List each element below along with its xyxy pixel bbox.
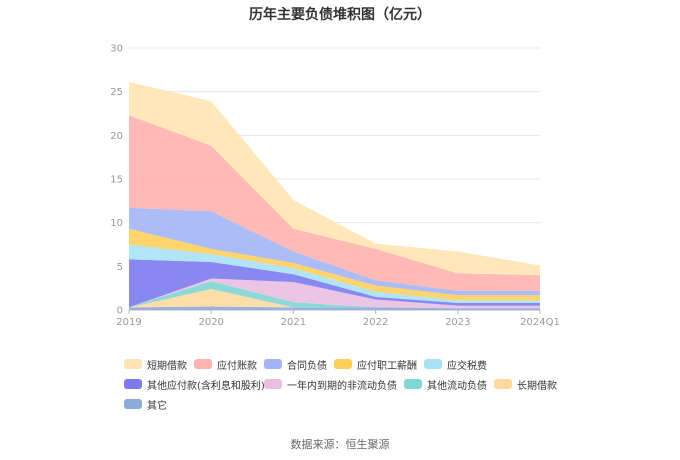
legend-swatch — [334, 359, 352, 369]
legend-swatch — [424, 359, 442, 369]
legend-label: 长期借款 — [517, 380, 557, 392]
legend-label: 合同负债 — [287, 360, 327, 372]
legend-swatch — [494, 379, 512, 389]
legend-item[interactable]: 短期借款 — [124, 356, 187, 372]
data-source: 数据来源：恒生聚源 — [290, 438, 390, 451]
legend-item[interactable]: 其他流动负债 — [404, 376, 487, 392]
legend-label: 短期借款 — [147, 360, 187, 372]
axes: 0 5 10 15 20 25 30 2019 2020 2021 2022 2023 2024Q1 — [110, 44, 560, 329]
legend-label: 其它 — [147, 400, 167, 412]
y-tick-label: 15 — [110, 175, 123, 186]
legend-swatch — [124, 399, 142, 409]
area-series-1 — [129, 289, 540, 309]
legend-item[interactable]: 其它 — [124, 396, 167, 412]
legend-label: 应付账款 — [217, 360, 257, 372]
x-tick-label: 2023 — [445, 317, 470, 328]
legend-label: 其他应付款(含利息和股利) — [147, 380, 265, 392]
legend-swatch — [404, 379, 422, 389]
legend-label: 应付职工薪酬 — [357, 360, 417, 372]
area-series-4 — [129, 259, 540, 308]
y-tick-label: 5 — [117, 262, 123, 273]
legend-swatch — [194, 359, 212, 369]
area-series-0 — [129, 306, 540, 310]
y-tick-label: 0 — [117, 306, 123, 317]
legend-swatch — [124, 359, 142, 369]
x-tick-label: 2024Q1 — [520, 317, 560, 328]
y-tick-label: 20 — [110, 131, 123, 142]
x-tick-label: 2022 — [363, 317, 388, 328]
x-tick-label: 2019 — [116, 317, 141, 328]
area-series-8 — [129, 115, 540, 291]
area-series-9 — [129, 82, 540, 276]
legend-item[interactable]: 一年内到期的非流动负债 — [264, 376, 397, 392]
legend-swatch — [264, 379, 282, 389]
legend-item[interactable]: 其他应付款(含利息和股利) — [124, 376, 265, 392]
x-tick-label: 2020 — [198, 317, 223, 328]
area-series — [129, 82, 540, 310]
legend-item[interactable]: 应付账款 — [194, 356, 257, 372]
area-series-3 — [129, 278, 540, 309]
legend-label: 一年内到期的非流动负债 — [287, 380, 397, 392]
area-series-7 — [129, 207, 540, 296]
chart-title: 历年主要负债堆积图（亿元） — [249, 7, 431, 23]
legend-label: 应交税费 — [447, 360, 487, 372]
y-tick-label: 25 — [110, 87, 123, 98]
y-tick-label: 10 — [110, 218, 123, 229]
legend-item[interactable]: 应付职工薪酬 — [334, 356, 417, 372]
y-tick-label: 30 — [110, 44, 123, 55]
legend-item[interactable]: 长期借款 — [494, 376, 557, 392]
legend-swatch — [124, 379, 142, 389]
legend-swatch — [264, 359, 282, 369]
legend-item[interactable]: 合同负债 — [264, 356, 327, 372]
x-tick-label: 2021 — [281, 317, 306, 328]
area-series-2 — [129, 281, 540, 309]
legend-label: 其他流动负债 — [427, 380, 487, 392]
area-series-5 — [129, 244, 540, 304]
legend-item[interactable]: 应交税费 — [424, 356, 487, 372]
